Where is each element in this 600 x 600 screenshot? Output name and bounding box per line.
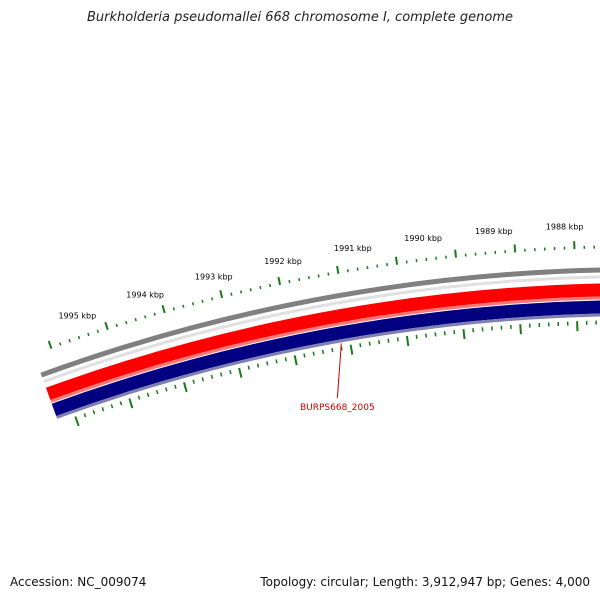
inner-minor-tick — [303, 353, 306, 358]
outer-major-tick — [277, 276, 282, 286]
outer-minor-tick — [96, 329, 100, 334]
inner-minor-tick — [368, 341, 371, 346]
inner-minor-tick — [396, 337, 399, 342]
scale-tick-label: 1995 kbp — [58, 312, 96, 321]
outer-major-tick — [513, 244, 517, 253]
inner-minor-tick — [321, 349, 325, 354]
gene-pointer-line — [336, 343, 342, 399]
scale-tick-label: 1989 kbp — [475, 227, 513, 236]
inner-minor-tick — [425, 333, 428, 338]
inner-major-tick — [128, 398, 134, 409]
outer-minor-tick — [307, 276, 310, 280]
outer-minor-tick — [230, 292, 233, 296]
outer-minor-tick — [134, 318, 137, 322]
outer-minor-tick — [144, 315, 147, 319]
inner-major-tick — [405, 335, 410, 347]
outer-major-tick — [336, 265, 340, 275]
inner-minor-tick — [210, 374, 214, 379]
inner-minor-tick — [284, 357, 287, 362]
inner-minor-tick — [192, 379, 195, 384]
outer-major-tick — [104, 321, 109, 331]
inner-minor-tick — [256, 363, 260, 368]
outer-minor-tick — [211, 297, 214, 301]
outer-minor-tick — [191, 302, 195, 306]
outer-major-tick — [47, 340, 53, 349]
inner-major-tick — [293, 355, 298, 366]
track-group — [40, 267, 600, 419]
inner-minor-tick — [266, 361, 269, 366]
outer-minor-tick — [87, 332, 90, 337]
outer-minor-tick — [288, 279, 291, 284]
inner-major-tick — [74, 416, 80, 427]
inner-minor-tick — [83, 413, 87, 418]
map-title: Burkholderia pseudomallei 668 chromosome… — [86, 10, 514, 25]
inner-minor-tick — [119, 401, 123, 406]
scale-tick-label: 1988 kbp — [546, 223, 584, 232]
reverse-strand-track — [51, 300, 600, 416]
scale-tick-label: 1993 kbp — [195, 272, 233, 281]
inner-major-tick — [238, 367, 243, 378]
outer-minor-tick — [249, 288, 252, 292]
outer-minor-tick — [68, 339, 71, 343]
scale-tick-label: 1991 kbp — [334, 244, 372, 253]
outer-minor-tick — [77, 335, 81, 340]
inner-major-tick — [462, 329, 466, 340]
outer-major-tick — [219, 289, 224, 299]
inner-minor-tick — [137, 395, 141, 400]
outer-minor-tick — [172, 307, 175, 311]
inner-minor-tick — [331, 348, 334, 353]
inner-minor-tick — [415, 334, 418, 339]
inner-minor-tick — [164, 387, 168, 392]
inner-scale — [74, 320, 597, 427]
inner-major-tick — [183, 382, 188, 393]
outer-minor-tick — [182, 304, 185, 308]
outer-minor-tick — [327, 272, 330, 276]
inner-minor-tick — [275, 359, 278, 364]
inner-minor-tick — [101, 407, 105, 412]
scale-tick-label: 1990 kbp — [404, 234, 442, 243]
scale-labels: 1995 kbp 1994 kbp 1993 kbp 1992 kbp 1991 kbp… — [58, 223, 584, 321]
genome-stats-text: Topology: circular; Length: 3,912,947 bp… — [260, 575, 590, 589]
outer-major-tick — [454, 249, 458, 258]
outer-minor-tick — [317, 274, 320, 278]
inner-minor-tick — [201, 377, 205, 382]
outer-major-tick — [161, 304, 166, 314]
inner-minor-tick — [229, 370, 232, 375]
inner-minor-tick — [312, 351, 315, 356]
scale-tick-label: 1992 kbp — [264, 257, 302, 266]
outer-minor-tick — [201, 299, 204, 303]
outer-scale — [47, 241, 595, 349]
outer-minor-tick — [239, 290, 243, 294]
inner-minor-tick — [146, 392, 150, 397]
outer-minor-tick — [269, 283, 272, 288]
gene-annotation[interactable]: BURPS668_2005 — [300, 343, 375, 413]
scale-tick-label: 1994 kbp — [126, 291, 164, 300]
inner-minor-tick — [378, 340, 381, 345]
outer-minor-tick — [298, 277, 301, 282]
inner-major-tick — [349, 344, 354, 355]
outer-minor-tick — [59, 342, 62, 346]
outer-minor-tick — [259, 285, 262, 290]
inner-minor-tick — [92, 410, 96, 415]
inner-minor-tick — [359, 343, 362, 348]
accession-text: Accession: NC_009074 — [10, 575, 147, 589]
inner-minor-tick — [247, 365, 250, 370]
inner-minor-tick — [174, 384, 177, 389]
inner-minor-tick — [219, 372, 223, 377]
outer-major-tick — [394, 256, 399, 265]
inner-minor-tick — [155, 389, 159, 395]
inner-minor-tick — [387, 338, 390, 343]
outer-minor-tick — [125, 320, 128, 325]
outer-minor-tick — [153, 312, 156, 316]
forward-strand-track — [45, 283, 600, 400]
inner-major-tick — [519, 324, 522, 335]
inner-minor-tick — [110, 404, 114, 409]
outer-minor-tick — [115, 323, 118, 328]
gene-label[interactable]: BURPS668_2005 — [300, 403, 375, 413]
